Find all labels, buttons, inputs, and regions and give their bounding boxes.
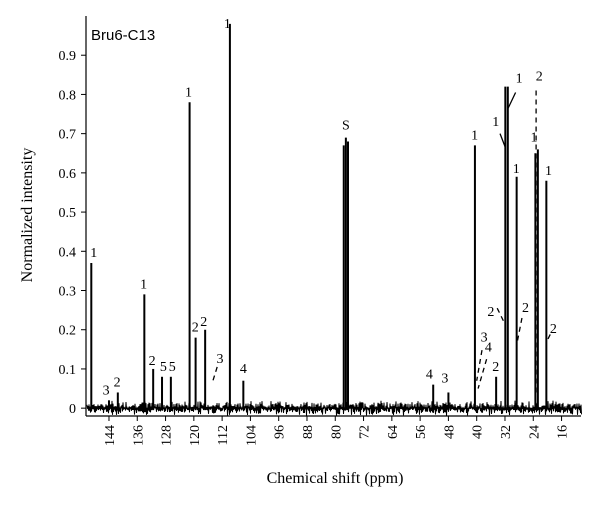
peak-label: 1 [224,17,231,32]
peak-label: 1 [492,115,499,130]
y-tick-label: 0.5 [59,206,77,221]
peak-label: 1 [471,129,478,144]
label-connector [476,350,483,381]
y-tick-label: 0.8 [59,88,77,103]
peak-label: 5 [169,360,176,375]
x-tick-label: 136 [131,425,146,446]
peak-label: 1 [513,162,520,177]
x-tick-label: 40 [471,425,486,439]
label-connector [212,366,218,381]
x-tick-label: 72 [358,425,373,439]
peak-label: 4 [426,368,433,383]
spectrum [86,23,582,416]
peak-label: 2 [550,322,557,337]
peak-label: 2 [149,354,156,369]
peak-label: 2 [487,305,494,320]
peak-label: S [342,119,350,134]
y-tick-label: 0.9 [59,49,77,64]
peak-label: 2 [492,360,499,375]
peak-label: 1 [516,72,523,87]
connector-lines [212,90,551,393]
peak-label: 3 [481,330,488,345]
peak-label: 1 [545,164,552,179]
y-tick-label: 0.2 [59,324,77,339]
label-connector [499,133,506,148]
x-tick-label: 32 [499,425,514,439]
peak-label: 5 [160,360,167,375]
baseline-noise [86,400,582,416]
y-tick-label: 0.1 [59,363,77,378]
x-axis-title: Chemical shift (ppm) [267,470,404,487]
label-connector [507,92,517,109]
chart-title: Bru6-C13 [91,27,155,44]
peak-label: 1 [185,85,192,100]
peak-label: 4 [485,340,492,355]
x-tick-label: 88 [301,425,316,439]
label-connector [516,317,523,342]
x-tick-label: 64 [386,425,401,439]
y-tick-label: 0.6 [59,167,77,182]
y-tick-label: 0.4 [59,245,77,260]
x-tick-label: 112 [216,425,231,445]
x-tick-label: 96 [273,425,288,439]
peak-label: 2 [536,70,543,85]
peak-label: 1 [140,278,147,293]
x-tick-label: 80 [329,425,344,439]
peak-label: 2 [114,376,121,391]
y-tick-label: 0.7 [59,128,77,143]
y-tick-label: 0.3 [59,285,77,300]
peak-label: 2 [192,321,199,336]
y-axis-title: Normalized intensity [19,148,36,283]
y-tick-label: 0 [69,402,76,417]
peak-label: 4 [240,362,247,377]
peak-label: 1 [530,130,537,145]
peak-label: 2 [522,301,529,316]
label-connector [546,334,551,342]
label-connector [496,307,505,323]
x-tick-label: 120 [188,425,203,446]
x-tick-label: 104 [244,425,259,446]
x-tick-label: 144 [103,425,118,446]
peak-label: 1 [90,246,97,261]
peak-label: 3 [217,352,224,367]
x-tick-label: 48 [442,425,457,439]
x-tick-label: 24 [527,425,542,439]
peak-label: 3 [103,383,110,398]
x-tick-label: 56 [414,425,429,439]
peak-label: 3 [441,372,448,387]
x-tick-label: 128 [160,425,175,446]
plot-frame [85,16,581,417]
x-tick-label: 16 [556,425,571,439]
peak-label: 2 [200,315,207,330]
y-axis-ticks: 0 0.1 0.2 0.3 0.4 0.5 0.6 0.7 0.8 0.9 [59,49,86,417]
x-axis-ticks: 144 136 128 120 112 104 96 88 80 72 64 56 48 40 32 24 16 [103,416,571,446]
